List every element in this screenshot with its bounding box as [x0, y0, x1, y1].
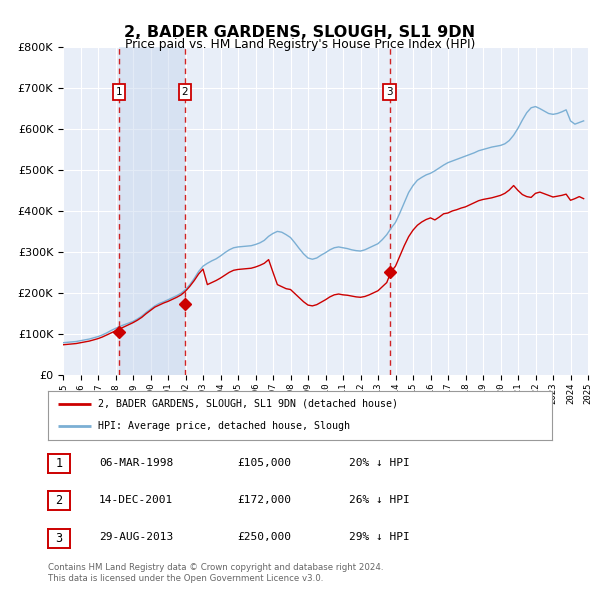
Text: 29% ↓ HPI: 29% ↓ HPI	[349, 533, 410, 542]
Text: 2: 2	[55, 494, 62, 507]
Text: HPI: Average price, detached house, Slough: HPI: Average price, detached house, Slou…	[98, 421, 350, 431]
Text: £105,000: £105,000	[237, 458, 291, 468]
Text: 1: 1	[55, 457, 62, 470]
Text: 26% ↓ HPI: 26% ↓ HPI	[349, 496, 410, 505]
Text: Contains HM Land Registry data © Crown copyright and database right 2024.: Contains HM Land Registry data © Crown c…	[48, 563, 383, 572]
Text: 3: 3	[386, 87, 393, 97]
Text: 20% ↓ HPI: 20% ↓ HPI	[349, 458, 410, 468]
Text: 14-DEC-2001: 14-DEC-2001	[99, 496, 173, 505]
Text: 2, BADER GARDENS, SLOUGH, SL1 9DN (detached house): 2, BADER GARDENS, SLOUGH, SL1 9DN (detac…	[98, 399, 398, 409]
Bar	[119, 47, 185, 375]
Text: 2, BADER GARDENS, SLOUGH, SL1 9DN: 2, BADER GARDENS, SLOUGH, SL1 9DN	[124, 25, 476, 40]
Text: This data is licensed under the Open Government Licence v3.0.: This data is licensed under the Open Gov…	[48, 574, 323, 583]
Text: 3: 3	[55, 532, 62, 545]
Text: £250,000: £250,000	[237, 533, 291, 542]
Text: Price paid vs. HM Land Registry's House Price Index (HPI): Price paid vs. HM Land Registry's House …	[125, 38, 475, 51]
Text: 06-MAR-1998: 06-MAR-1998	[99, 458, 173, 468]
Text: 29-AUG-2013: 29-AUG-2013	[99, 533, 173, 542]
Text: 1: 1	[116, 87, 122, 97]
Text: £172,000: £172,000	[237, 496, 291, 505]
Text: 2: 2	[181, 87, 188, 97]
